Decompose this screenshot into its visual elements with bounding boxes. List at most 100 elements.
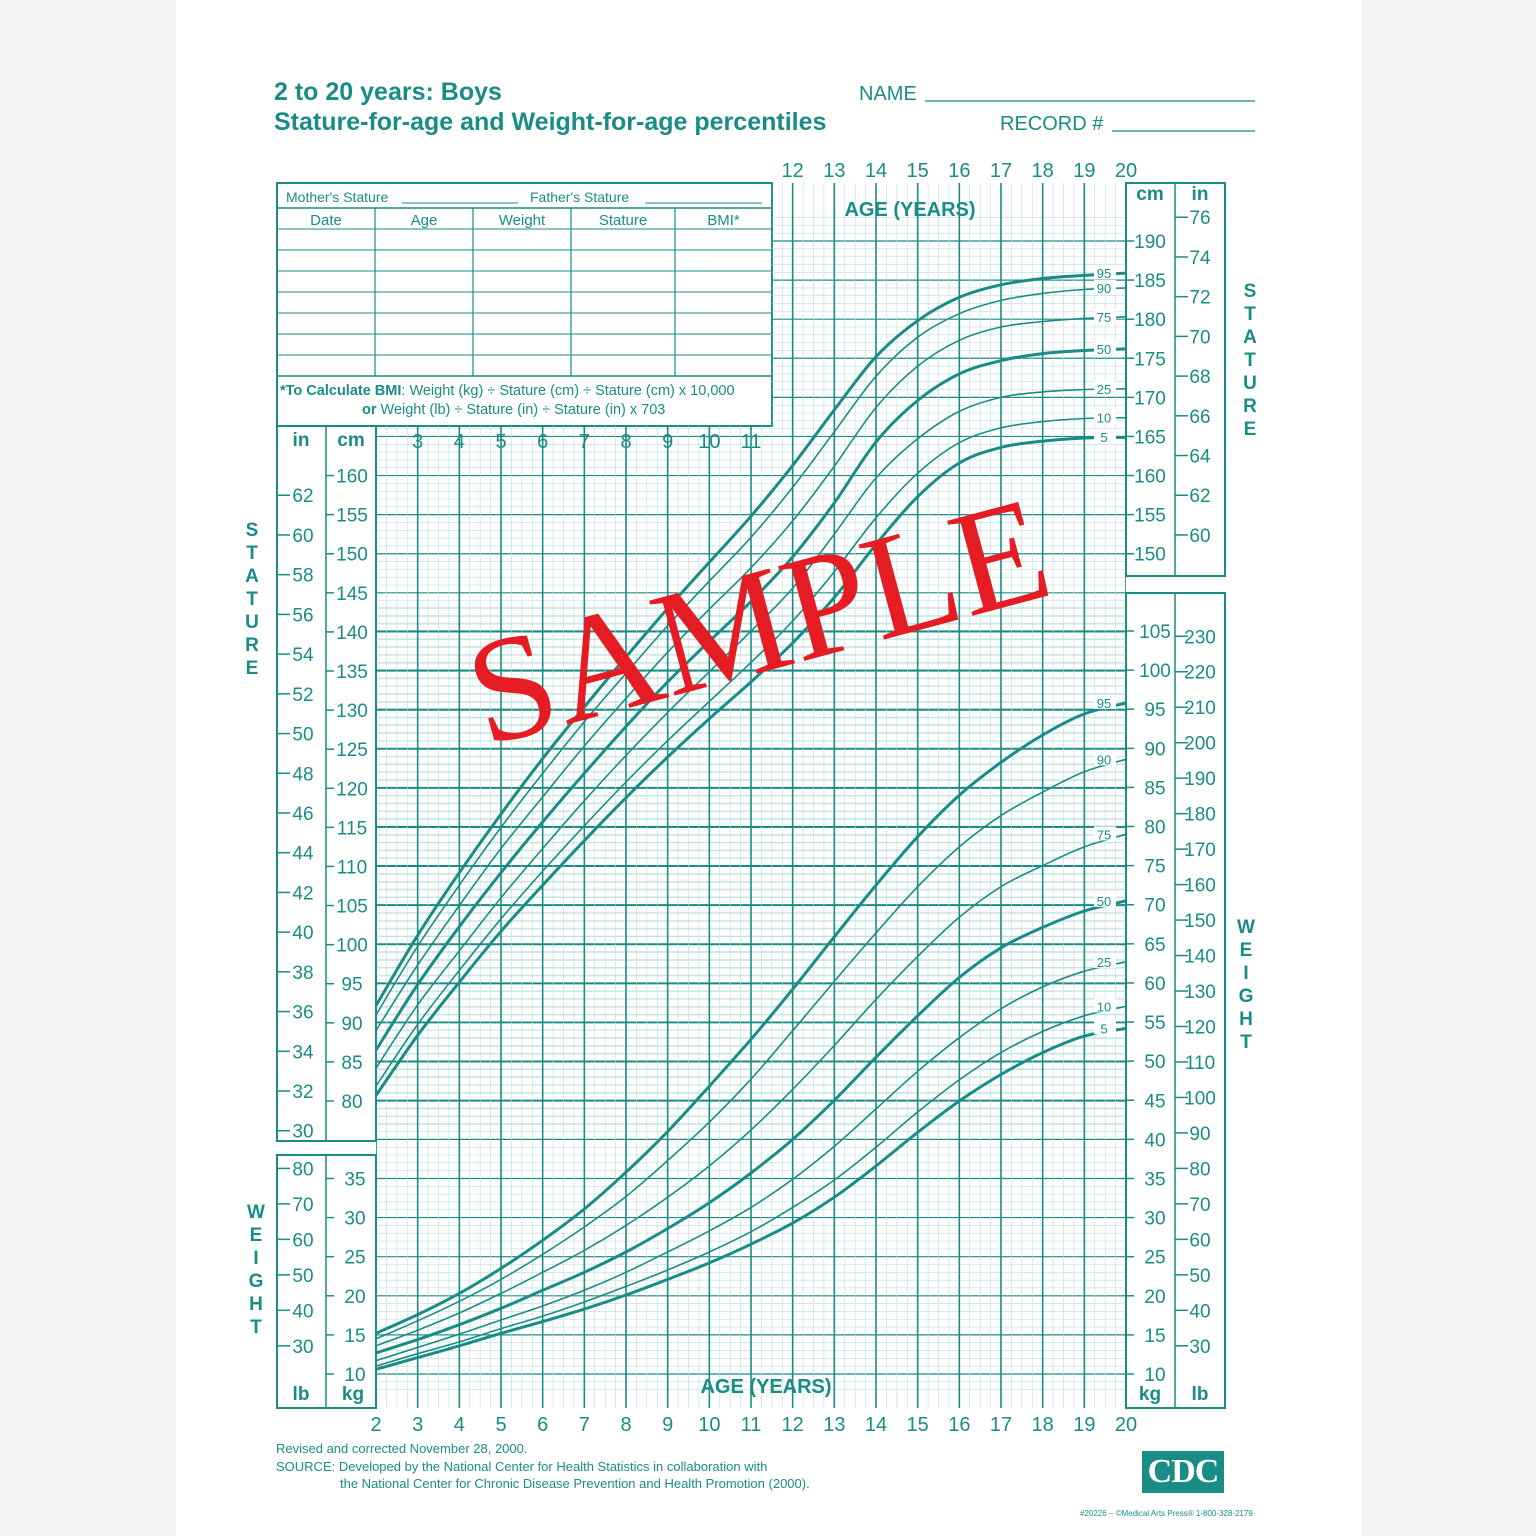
weight-kg-label-right-30: 30 xyxy=(1144,1209,1165,1230)
stature-cm-label-left-90: 90 xyxy=(341,1014,362,1035)
age-tick-bottom-15: 15 xyxy=(907,1414,929,1436)
weight-lb-label-left-30: 30 xyxy=(292,1337,313,1358)
stature-in-label-left-58: 58 xyxy=(292,566,313,587)
stature-label-right-letter: R xyxy=(1243,396,1257,417)
weight-kg-label-left-15: 15 xyxy=(344,1326,365,1347)
weight-lb-label-right-180: 180 xyxy=(1184,805,1216,826)
weight-percentile-90-line xyxy=(375,758,1127,1340)
left-lb-unit: lb xyxy=(293,1384,310,1405)
age-tick-bottom-4: 4 xyxy=(454,1414,465,1436)
age-tick-top-18: 18 xyxy=(1032,160,1054,182)
weight-kg-label-right-25: 25 xyxy=(1144,1248,1165,1269)
weight-percentile-50-line xyxy=(375,899,1127,1355)
stature-in-label-left-62: 62 xyxy=(292,486,313,507)
weight-lb-label-right-200: 200 xyxy=(1184,734,1216,755)
stature-in-label-right-68: 68 xyxy=(1189,367,1210,388)
age-tick-mid-6: 6 xyxy=(537,431,548,453)
weight-lb-label-right-220: 220 xyxy=(1184,663,1216,684)
percentile-label-bg xyxy=(1094,751,1116,766)
weight-kg-label-right-50: 50 xyxy=(1144,1052,1165,1073)
weight-percentile-10-label: 10 xyxy=(1097,999,1111,1014)
percentile-label-bg xyxy=(1094,826,1116,841)
weight-kg-label-left-10: 10 xyxy=(344,1365,365,1386)
age-tick-mid-8: 8 xyxy=(620,431,631,453)
stature-percentile-5-line xyxy=(374,435,1127,1097)
weight-lb-label-right-230: 230 xyxy=(1184,627,1216,648)
stature-label-right-letter: A xyxy=(1243,327,1257,348)
stature-cm-label-left-100: 100 xyxy=(336,936,368,957)
weight-percentile-5-line xyxy=(375,1026,1127,1371)
stature-label-left-letter: S xyxy=(246,520,259,541)
age-tick-bottom-2: 2 xyxy=(370,1414,381,1436)
weight-kg-label-right-90: 90 xyxy=(1144,739,1165,760)
stature-in-label-left-34: 34 xyxy=(292,1042,314,1063)
right-lb-unit: lb xyxy=(1192,1384,1209,1405)
weight-kg-label-left-30: 30 xyxy=(344,1209,365,1230)
stature-in-label-right-76: 76 xyxy=(1189,208,1210,229)
stature-in-label-right-74: 74 xyxy=(1189,248,1211,269)
percentile-label-bg xyxy=(1094,1020,1116,1035)
stature-cm-label-right-150: 150 xyxy=(1134,545,1166,566)
stature-in-label-left-44: 44 xyxy=(292,844,314,865)
stature-label-left-letter: E xyxy=(246,658,259,679)
stature-cm-label-left-115: 115 xyxy=(337,818,367,839)
percentile-label-bg xyxy=(1094,953,1116,968)
stature-cm-label-left-85: 85 xyxy=(341,1053,362,1074)
weight-lb-label-right-140: 140 xyxy=(1184,947,1216,968)
weight-kg-label-left-35: 35 xyxy=(344,1169,365,1190)
stature-label-right-letter: T xyxy=(1244,304,1256,325)
percentile-label-bg xyxy=(1094,340,1116,355)
weight-lb-label-right-190: 190 xyxy=(1184,769,1216,790)
weight-percentile-25-label: 25 xyxy=(1097,955,1111,970)
stature-in-label-left-52: 52 xyxy=(292,685,313,706)
age-tick-bottom-16: 16 xyxy=(948,1414,970,1436)
stature-in-label-left-50: 50 xyxy=(292,725,313,746)
age-tick-bottom-20: 20 xyxy=(1115,1414,1137,1436)
stature-cm-label-right-175: 175 xyxy=(1134,349,1166,370)
chart-title: 2 to 20 years: Boys xyxy=(274,78,502,106)
weight-lb-label-left-60: 60 xyxy=(292,1230,313,1251)
stature-label-left-letter: T xyxy=(246,543,258,564)
weight-kg-label-right-20: 20 xyxy=(1144,1287,1165,1308)
age-tick-bottom-10: 10 xyxy=(698,1414,720,1436)
weight-kg-label-right-85: 85 xyxy=(1144,778,1165,799)
weight-lb-label-right-170: 170 xyxy=(1184,840,1216,861)
stature-percentile-10-line xyxy=(375,416,1127,1087)
stature-label-right-letter: U xyxy=(1243,373,1257,394)
stature-cm-label-left-125: 125 xyxy=(336,740,368,761)
weight-lb-label-left-40: 40 xyxy=(292,1301,313,1322)
weight-lb-label-right-40: 40 xyxy=(1189,1301,1210,1322)
percentile-label-bg xyxy=(1094,892,1116,907)
age-tick-bottom-7: 7 xyxy=(579,1414,590,1436)
stature-in-label-left-38: 38 xyxy=(292,963,313,984)
table-header-age: Age xyxy=(411,212,438,229)
left-cm-unit: cm xyxy=(337,430,364,451)
age-tick-top-17: 17 xyxy=(990,160,1012,182)
stature-label-left-letter: A xyxy=(245,566,259,587)
age-tick-mid-3: 3 xyxy=(412,431,423,453)
stature-percentile-90-line xyxy=(375,287,1127,1016)
stature-cm-label-left-155: 155 xyxy=(336,506,368,527)
weight-percentile-75-label: 75 xyxy=(1097,827,1111,842)
percentile-label-bg xyxy=(1094,308,1116,323)
source-line1: SOURCE: Developed by the National Center… xyxy=(276,1459,768,1474)
table-header-date: Date xyxy=(310,212,342,229)
age-tick-top-13: 13 xyxy=(823,160,845,182)
weight-kg-label-right-10: 10 xyxy=(1144,1365,1165,1386)
age-tick-mid-4: 4 xyxy=(454,431,465,453)
table-header-stature: Stature xyxy=(599,212,647,229)
stature-cm-label-left-150: 150 xyxy=(336,545,368,566)
weight-percentile-90-label: 90 xyxy=(1097,752,1111,767)
weight-percentile-95-label: 95 xyxy=(1097,696,1111,711)
weight-label-left-letter: E xyxy=(250,1225,263,1246)
weight-kg-label-right-45: 45 xyxy=(1144,1091,1165,1112)
stature-in-label-right-72: 72 xyxy=(1189,288,1210,309)
stature-percentile-75-label: 75 xyxy=(1097,310,1111,325)
stature-cm-label-left-145: 145 xyxy=(336,584,368,605)
weight-lb-label-left-70: 70 xyxy=(292,1195,313,1216)
weight-kg-label-right-55: 55 xyxy=(1144,1013,1165,1034)
stature-in-label-left-36: 36 xyxy=(292,1003,313,1024)
weight-kg-label-right-95: 95 xyxy=(1144,700,1165,721)
weight-kg-label-right-80: 80 xyxy=(1144,818,1165,839)
stature-cm-label-left-160: 160 xyxy=(336,467,368,488)
